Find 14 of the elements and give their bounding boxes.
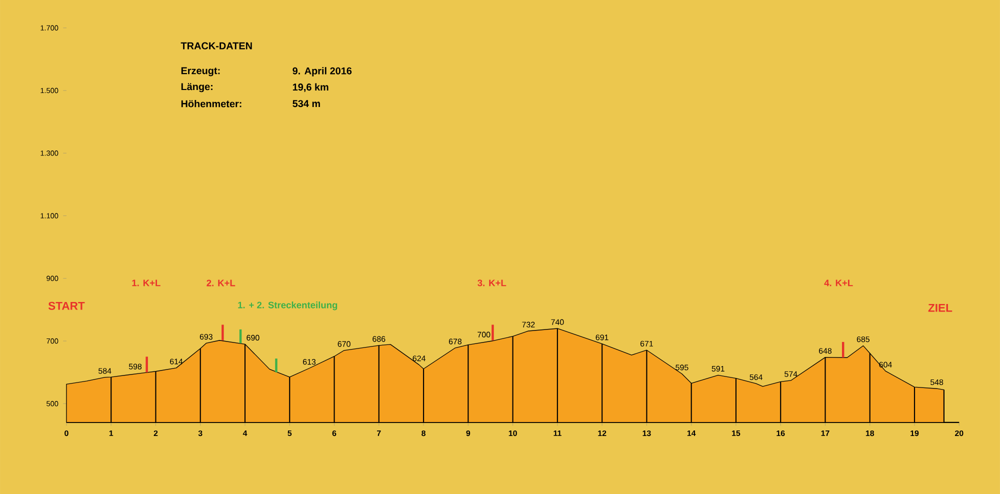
- annotation: 4. K+L: [824, 280, 853, 286]
- annotation: START: [48, 302, 85, 310]
- annotation: ZIEL: [928, 304, 952, 312]
- annotation: Höhenmeter:: [181, 100, 242, 108]
- annotation: 2. K+L: [206, 280, 236, 286]
- annotation: 534 m: [292, 100, 320, 108]
- annotation: Erzeugt:: [181, 67, 220, 76]
- annotation: 3. K+L: [478, 280, 506, 286]
- annotation: 1. + 2. Streckenteilung: [238, 301, 338, 310]
- text: TRACK-DATEN: [180, 42, 252, 50]
- annotation: 9. April 2016: [292, 67, 352, 76]
- annotation: 19,6 km: [292, 83, 328, 92]
- annotation: Länge:: [181, 83, 212, 92]
- annotation: 1. K+L: [132, 280, 160, 286]
